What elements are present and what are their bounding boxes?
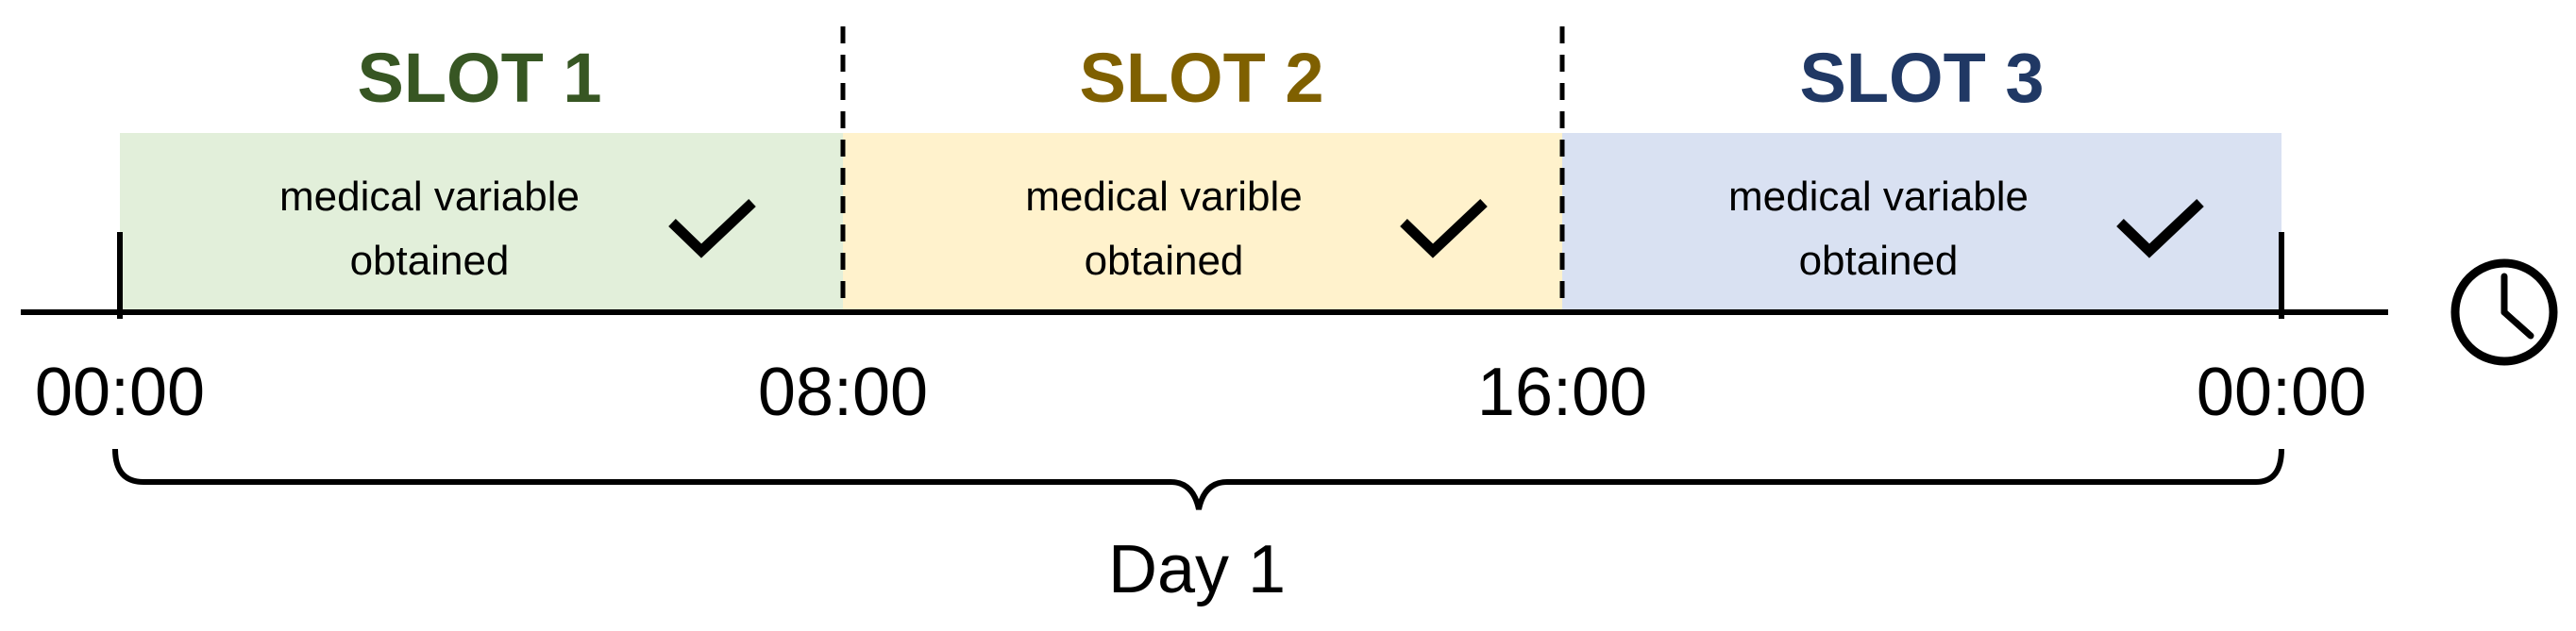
checkmark-icon xyxy=(2116,199,2204,258)
slot-2-description-line2: obtained xyxy=(1085,238,1244,284)
slot-2-description-line1: medical varible xyxy=(1025,174,1302,220)
slot-box-3 xyxy=(1562,133,2281,312)
day-label: Day 1 xyxy=(1108,532,1286,607)
time-label-16: 16:00 xyxy=(1477,355,1647,430)
day-brace xyxy=(112,448,2284,510)
slot-box-1 xyxy=(120,133,843,312)
checkmark-icon xyxy=(1400,199,1488,258)
slot-1-description-line1: medical variable xyxy=(279,174,580,220)
slot-box-2 xyxy=(843,133,1562,312)
slot-title-2: SLOT 2 xyxy=(1079,39,1323,117)
clock-icon xyxy=(2450,258,2558,366)
slot-1-description-line2: obtained xyxy=(350,238,510,284)
slot-3-description-line2: obtained xyxy=(1799,238,1959,284)
checkmark-icon xyxy=(668,199,756,258)
time-label-end: 00:00 xyxy=(2197,355,2366,430)
slot-3-description-line1: medical variable xyxy=(1728,174,2029,220)
time-label-start: 00:00 xyxy=(35,355,205,430)
slot-title-3: SLOT 3 xyxy=(1799,39,2044,117)
time-label-08: 08:00 xyxy=(758,355,928,430)
slot-title-1: SLOT 1 xyxy=(357,39,601,117)
